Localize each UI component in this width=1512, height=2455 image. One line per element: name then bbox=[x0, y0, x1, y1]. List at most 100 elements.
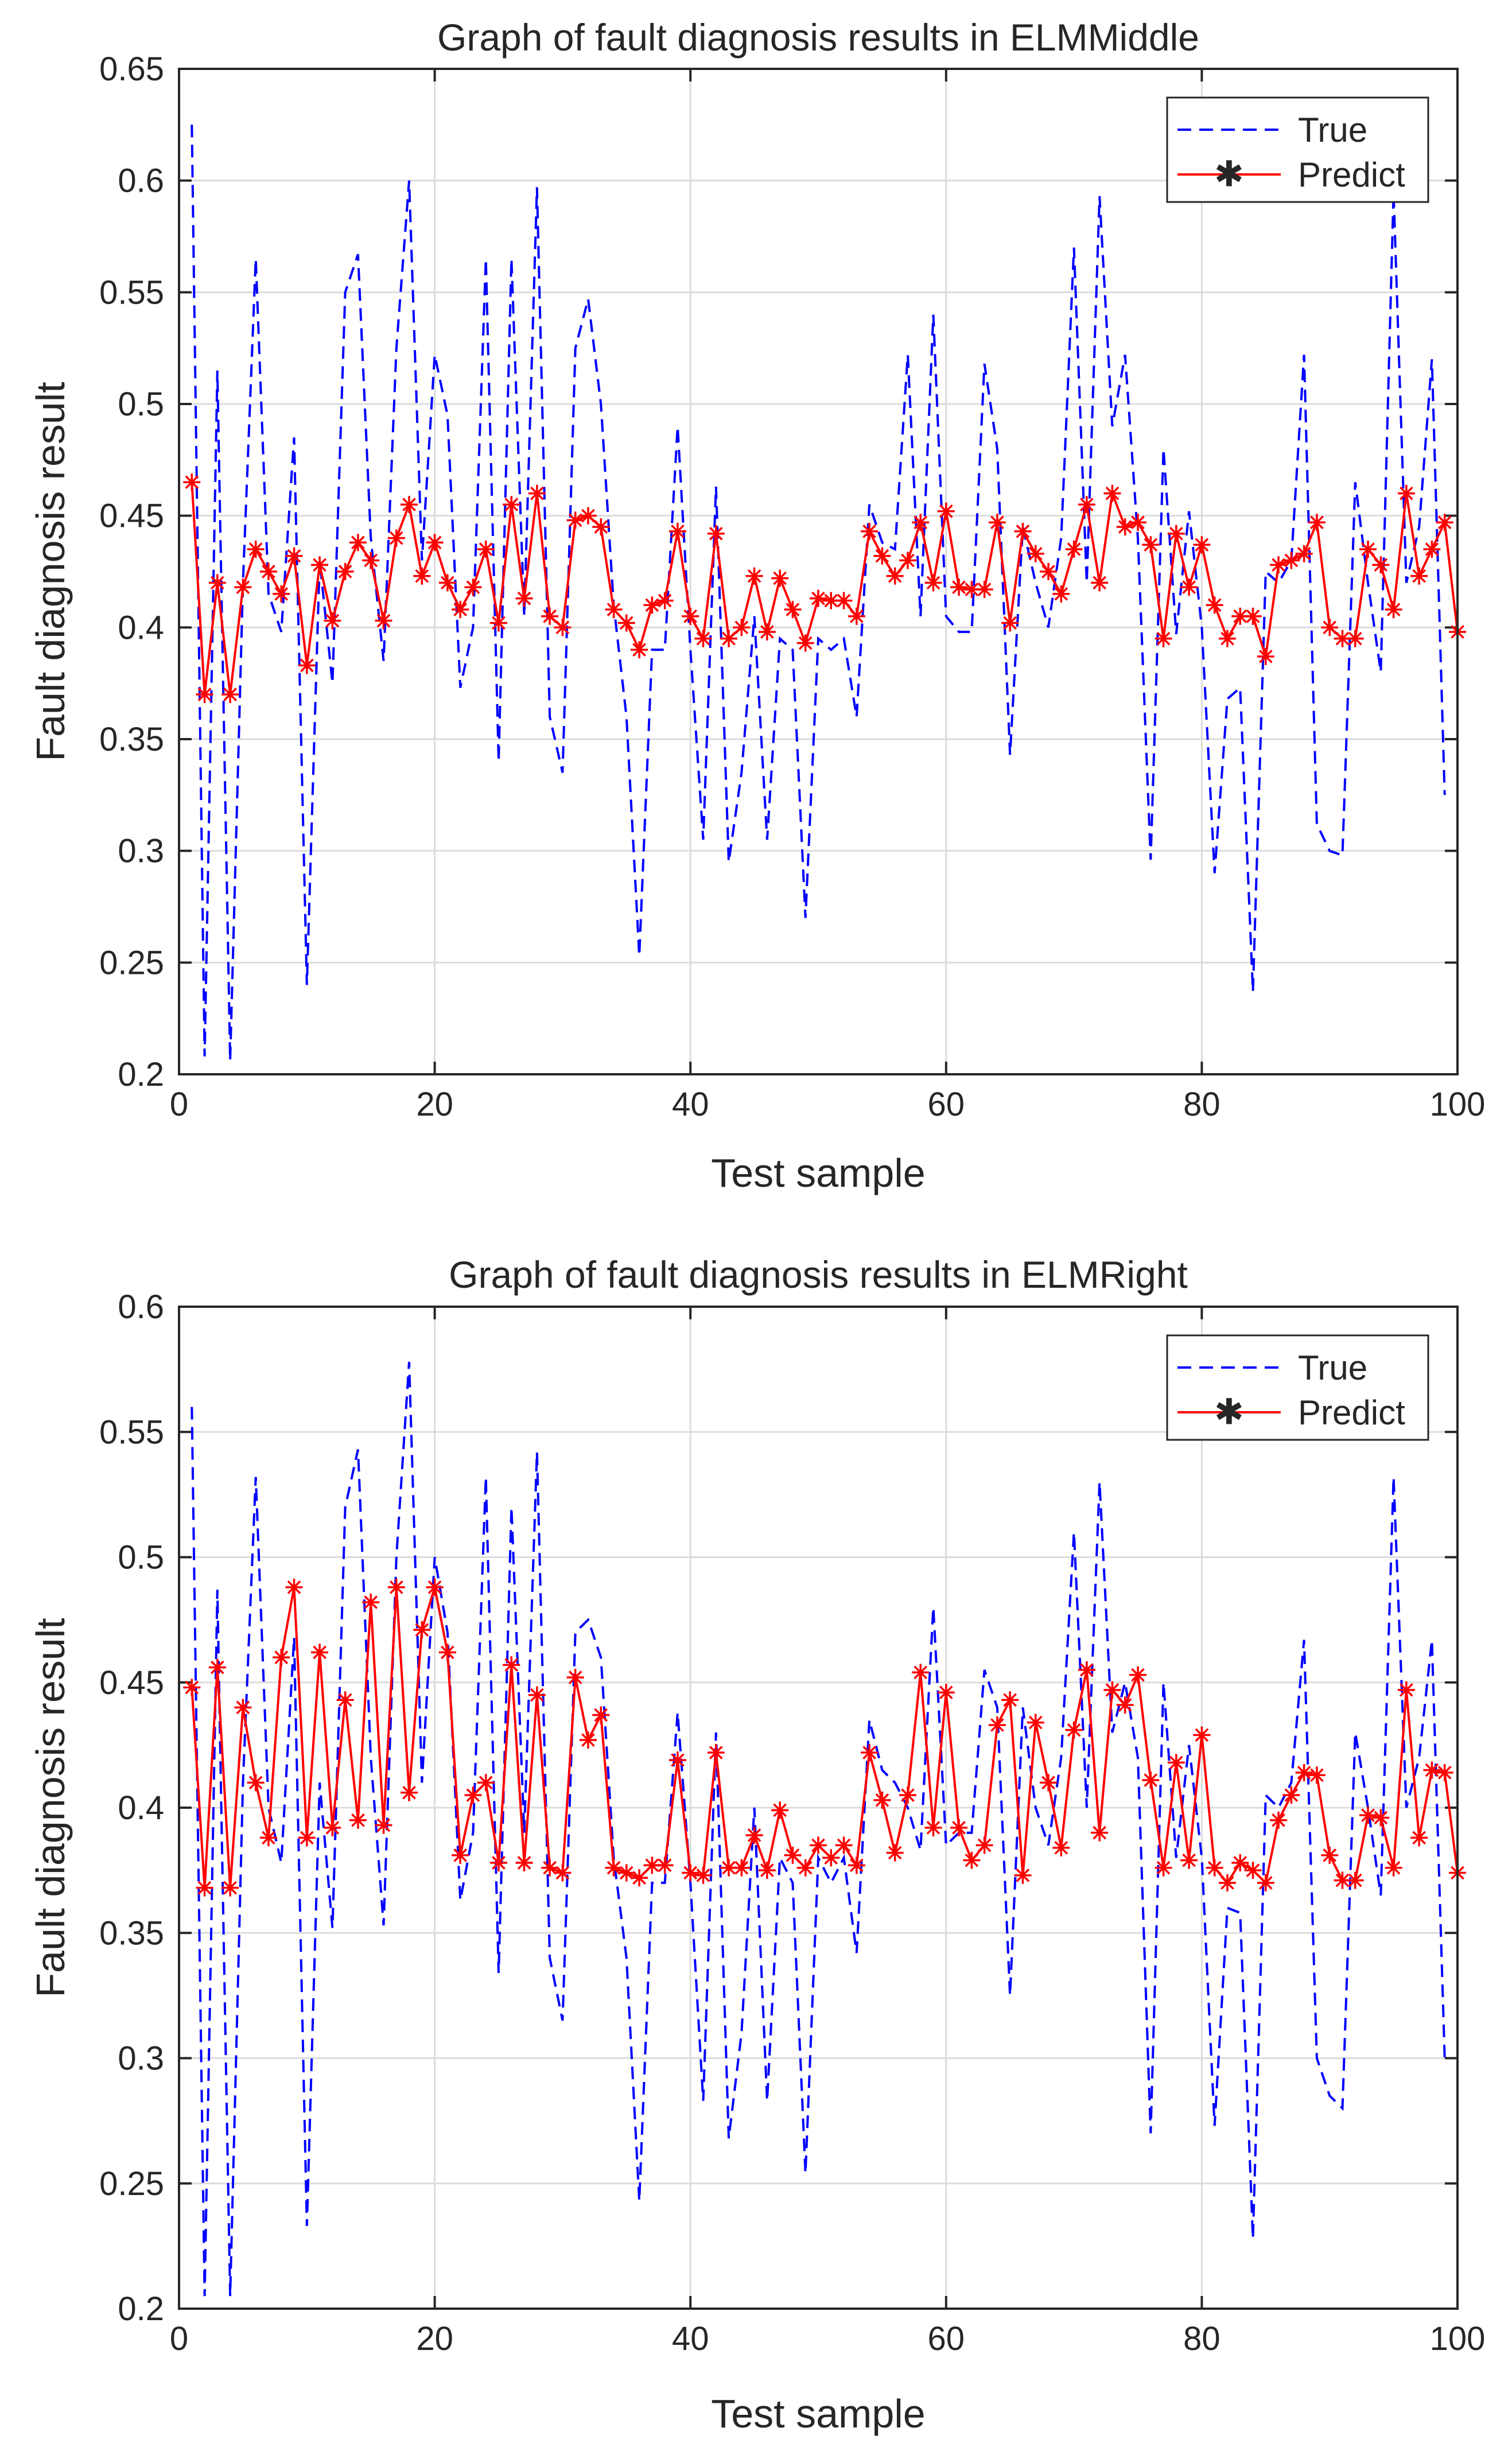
predict-point-marker bbox=[1040, 1774, 1058, 1792]
predict-point-marker bbox=[298, 657, 316, 674]
legend-predict-star-icon: ✱ bbox=[1214, 155, 1244, 195]
predict-point-marker bbox=[1091, 574, 1109, 592]
predict-point-marker bbox=[950, 1819, 968, 1836]
predict-point-marker bbox=[733, 619, 751, 636]
series-true bbox=[191, 125, 1446, 1061]
y-tick-label: 0.45 bbox=[99, 498, 164, 535]
x-tick-label: 80 bbox=[1183, 2320, 1221, 2357]
predict-point-marker bbox=[707, 1743, 725, 1761]
true-series-line bbox=[191, 1361, 1446, 2297]
predict-point-marker bbox=[413, 1621, 431, 1639]
predict-point-marker bbox=[912, 1664, 930, 1681]
predict-point-marker bbox=[592, 1706, 610, 1724]
predict-point-marker bbox=[668, 522, 686, 540]
predict-point-marker bbox=[1295, 1763, 1313, 1781]
predict-point-marker bbox=[1167, 1754, 1185, 1772]
predict-point-marker bbox=[1001, 1691, 1019, 1709]
predict-point-marker bbox=[1180, 1851, 1198, 1869]
predict-point-marker bbox=[1142, 536, 1160, 554]
predict-point-marker bbox=[401, 1784, 418, 1801]
predict-point-marker bbox=[1385, 601, 1402, 619]
predict-point-marker bbox=[617, 614, 635, 632]
predict-point-marker bbox=[861, 1743, 879, 1761]
predict-point-marker bbox=[477, 1774, 495, 1792]
predict-point-marker bbox=[1052, 1839, 1070, 1856]
predict-point-marker bbox=[733, 1859, 751, 1877]
predict-point-marker bbox=[426, 1578, 444, 1596]
predict-point-marker bbox=[285, 1578, 303, 1596]
predict-point-marker bbox=[810, 1836, 827, 1854]
predict-point-marker bbox=[605, 601, 623, 619]
axis-ticks: 0 20 40 60 80 100 0.2 0.25 0.3 0.35 0.4 0.45 0.5 0.55… bbox=[99, 1288, 1485, 2357]
series-predict bbox=[183, 1578, 1466, 1897]
predict-point-marker bbox=[336, 1691, 354, 1709]
predict-point-marker bbox=[247, 1774, 265, 1792]
predict-point-marker bbox=[1078, 496, 1095, 514]
predict-point-marker bbox=[273, 585, 290, 603]
predict-point-marker bbox=[617, 1864, 635, 1882]
predict-point-marker bbox=[452, 1846, 469, 1864]
predict-point-marker bbox=[234, 1699, 252, 1716]
predict-point-marker bbox=[503, 496, 520, 514]
y-axis-label: Fault diagnosis result bbox=[28, 1618, 73, 1997]
predict-point-marker bbox=[1410, 567, 1428, 585]
predict-point-marker bbox=[541, 607, 559, 625]
predict-point-marker bbox=[1334, 1871, 1351, 1889]
predict-point-marker bbox=[950, 578, 968, 596]
x-tick-label: 20 bbox=[416, 1086, 453, 1123]
predict-point-marker bbox=[605, 1859, 623, 1877]
predict-point-marker bbox=[1206, 1859, 1223, 1877]
predict-point-marker bbox=[1231, 1854, 1249, 1872]
y-tick-label: 0.3 bbox=[118, 2040, 164, 2077]
predict-point-marker bbox=[937, 502, 955, 520]
predict-point-marker bbox=[362, 1594, 380, 1611]
predict-series-line bbox=[191, 1587, 1459, 1888]
predict-point-marker bbox=[1308, 1766, 1326, 1784]
predict-point-marker bbox=[810, 589, 827, 607]
predict-point-marker bbox=[375, 1816, 392, 1834]
predict-point-marker bbox=[1270, 556, 1288, 574]
predict-point-marker bbox=[387, 529, 405, 547]
predict-point-marker bbox=[1397, 1681, 1415, 1699]
predict-point-marker bbox=[1167, 525, 1185, 542]
legend: True ✱ Predict bbox=[1166, 96, 1429, 203]
predict-point-marker bbox=[1218, 1874, 1236, 1891]
grid-lines bbox=[178, 68, 1459, 1075]
predict-point-marker bbox=[682, 607, 699, 625]
predict-point-marker bbox=[1014, 1866, 1032, 1884]
predict-point-marker bbox=[745, 1827, 763, 1844]
predict-point-marker bbox=[758, 1862, 776, 1879]
predict-point-marker bbox=[1218, 630, 1236, 647]
predict-point-marker bbox=[221, 1879, 239, 1897]
y-tick-label: 0.55 bbox=[99, 1413, 164, 1451]
predict-point-marker bbox=[1027, 1714, 1044, 1731]
axis-ticks: 0 20 40 60 80 100 0.2 0.25 0.3 0.35 0.4 0.45 0.5 0.55… bbox=[99, 51, 1485, 1123]
predict-point-marker bbox=[745, 567, 763, 585]
legend-true-label: True bbox=[1298, 111, 1367, 149]
x-tick-label: 0 bbox=[170, 1086, 188, 1123]
predict-point-marker bbox=[784, 601, 802, 619]
predict-point-marker bbox=[464, 1786, 482, 1804]
predict-point-marker bbox=[694, 630, 712, 647]
y-tick-label: 0.6 bbox=[118, 1288, 164, 1326]
predict-point-marker bbox=[1423, 541, 1441, 558]
predict-point-marker bbox=[183, 1679, 201, 1696]
predict-point-marker bbox=[541, 1859, 559, 1877]
predict-point-marker bbox=[452, 601, 469, 619]
y-tick-label: 0.65 bbox=[99, 51, 164, 88]
predict-point-marker bbox=[1410, 1829, 1428, 1847]
x-axis-label: Test sample bbox=[711, 1151, 925, 1195]
predict-point-marker bbox=[311, 1644, 329, 1661]
predict-point-marker bbox=[515, 1854, 533, 1872]
predict-point-marker bbox=[1359, 541, 1377, 558]
chart-elm-right: Graph of fault diagnosis results in ELMR… bbox=[28, 1253, 1485, 2436]
predict-point-marker bbox=[566, 1669, 584, 1687]
y-tick-label: 0.3 bbox=[118, 833, 164, 870]
plot-frame bbox=[178, 68, 1459, 1075]
predict-point-marker bbox=[796, 1859, 814, 1877]
y-axis-label: Fault diagnosis result bbox=[28, 382, 73, 761]
predict-point-marker bbox=[1385, 1859, 1402, 1877]
predict-point-marker bbox=[656, 592, 674, 609]
predict-point-marker bbox=[835, 592, 853, 609]
predict-point-marker bbox=[631, 641, 648, 659]
